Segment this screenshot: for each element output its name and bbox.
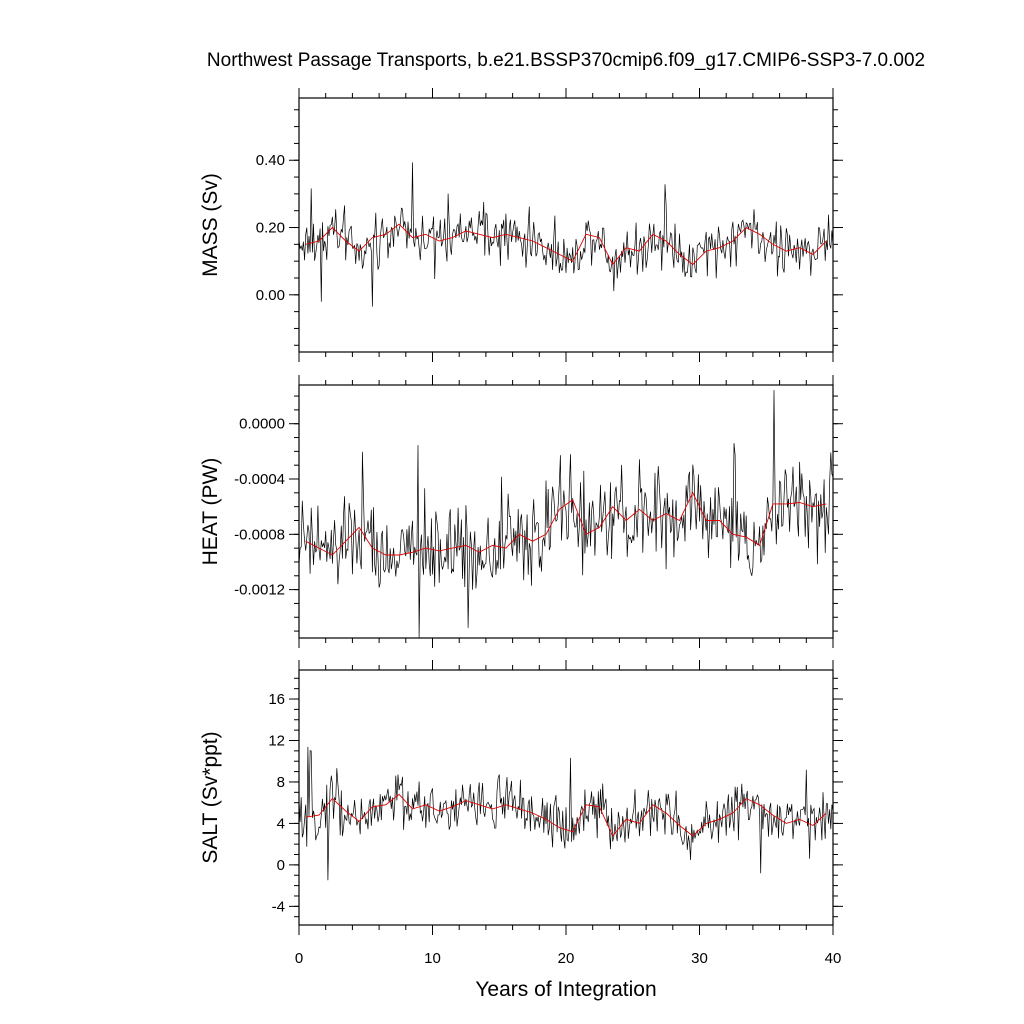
x-axis-label: Years of Integration: [475, 978, 656, 1001]
panel-3: -4 0 4 8 12 16 0 10 20 30 40 SALT (Sv*ppt): [199, 660, 843, 967]
y-axis-label: MASS (Sv): [199, 173, 222, 277]
panel-1: 0.00 0.20 0.40 MASS (Sv): [199, 88, 843, 362]
y-tick-label: 0.00: [256, 287, 285, 304]
monthly-series-line: [298, 746, 834, 881]
y-tick-label: -4: [272, 898, 285, 915]
y-tick-label: 8: [277, 774, 285, 791]
y-tick-label: -0.0008: [234, 526, 285, 543]
panels: 0.00 0.20 0.40 MASS (Sv) 0.0000 -0.0004 -0.000…: [199, 88, 843, 967]
y-tick-label: 0.40: [256, 152, 285, 169]
y-tick-label: -0.0004: [234, 471, 285, 488]
panel-2: 0.0000 -0.0004 -0.0008 -0.0012 HEAT (PW): [199, 375, 843, 648]
x-tick-label: 40: [825, 950, 842, 967]
y-tick-label: 4: [277, 815, 285, 832]
annual-mean-line: [305, 491, 827, 556]
monthly-series-line: [298, 162, 834, 307]
y-tick-label: 12: [268, 732, 285, 749]
x-tick-label: 10: [424, 950, 441, 967]
annual-mean-line: [305, 793, 827, 837]
y-tick-label: -0.0012: [234, 582, 285, 599]
y-tick-label: 0.0000: [239, 416, 285, 433]
y-tick-label: 0: [277, 857, 285, 874]
x-tick-label: 0: [295, 950, 303, 967]
x-tick-label: 30: [691, 950, 708, 967]
y-axis-label: SALT (Sv*ppt): [199, 731, 222, 863]
y-tick-label: 16: [268, 691, 285, 708]
annual-mean-line: [305, 223, 827, 266]
x-tick-label: 20: [558, 950, 575, 967]
y-tick-label: 0.20: [256, 220, 285, 237]
chart-title: Northwest Passage Transports, b.e21.BSSP…: [207, 50, 925, 71]
monthly-series-line: [298, 390, 834, 639]
y-axis-label: HEAT (PW): [199, 458, 222, 566]
